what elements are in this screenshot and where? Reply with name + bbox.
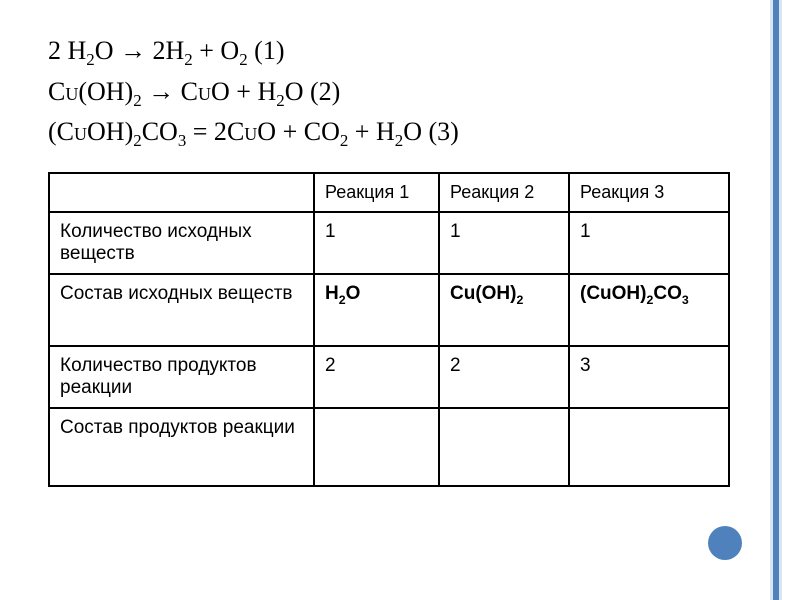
- equation-2: Cu(OH)2 → CuO + H2O (2): [48, 73, 748, 114]
- cell: [439, 408, 569, 486]
- cell: 1: [569, 212, 729, 274]
- decor-stripe-inner: [773, 0, 779, 600]
- table-row: Количество продуктов реакции 2 2 3: [49, 346, 729, 408]
- cell: 2: [314, 346, 439, 408]
- accent-dot-icon: [708, 526, 742, 560]
- table-row: Состав исходных веществ H2O Cu(OH)2 (CuO…: [49, 274, 729, 346]
- row-label: Состав исходных веществ: [49, 274, 314, 346]
- slide-content: 2 H2O → 2H2 + O2 (1) Cu(OH)2 → CuO + H2O…: [48, 32, 748, 487]
- cell: H2O: [314, 274, 439, 346]
- equation-3: (CuOH)2CO3 = 2CuO + CO2 + H2O (3): [48, 113, 748, 154]
- equations-block: 2 H2O → 2H2 + O2 (1) Cu(OH)2 → CuO + H2O…: [48, 32, 748, 154]
- table-row: Состав продуктов реакции: [49, 408, 729, 486]
- th-reaction-1: Реакция 1: [314, 173, 439, 212]
- row-label: Количество исходных веществ: [49, 212, 314, 274]
- table-header-row: Реакция 1 Реакция 2 Реакция 3: [49, 173, 729, 212]
- equation-1: 2 H2O → 2H2 + O2 (1): [48, 32, 748, 73]
- row-label: Состав продуктов реакции: [49, 408, 314, 486]
- cell: 1: [439, 212, 569, 274]
- th-reaction-3: Реакция 3: [569, 173, 729, 212]
- cell: (CuOH)2CO3: [569, 274, 729, 346]
- table-row: Количество исходных веществ 1 1 1: [49, 212, 729, 274]
- cell: 2: [439, 346, 569, 408]
- reactions-table: Реакция 1 Реакция 2 Реакция 3 Количество…: [48, 172, 730, 487]
- cell: 3: [569, 346, 729, 408]
- cell: [314, 408, 439, 486]
- cell: [569, 408, 729, 486]
- cell: 1: [314, 212, 439, 274]
- th-reaction-2: Реакция 2: [439, 173, 569, 212]
- cell: Cu(OH)2: [439, 274, 569, 346]
- th-blank: [49, 173, 314, 212]
- row-label: Количество продуктов реакции: [49, 346, 314, 408]
